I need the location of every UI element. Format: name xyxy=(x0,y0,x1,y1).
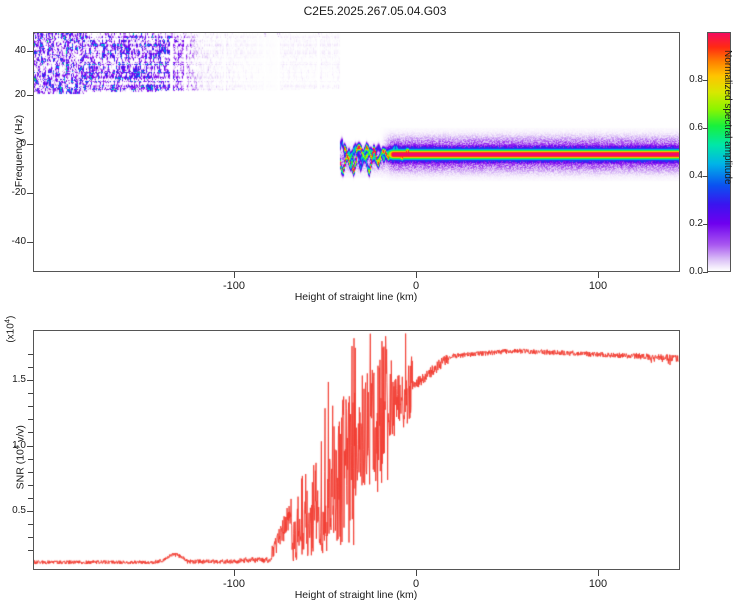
colorbar-tick-02 xyxy=(703,224,708,225)
snr-panel xyxy=(33,330,680,570)
snr-ytick-minor-5 xyxy=(28,419,33,420)
top-ylabel-20: 20 xyxy=(14,89,26,100)
snr-xaxis-title: Height of straight line (km) xyxy=(294,589,418,601)
snr-exponent-label: (x104) xyxy=(2,316,16,343)
snr-ytick-minor-2 xyxy=(28,367,33,368)
snr-ylabel-05: 0.5 xyxy=(12,505,26,516)
snr-xtick-0 xyxy=(416,570,417,576)
snr-xlabel-100: 100 xyxy=(588,578,608,590)
snr-ytick-minor-6 xyxy=(28,432,33,433)
colorbar-label-00: 0.0 xyxy=(689,266,703,277)
top-xtick-100 xyxy=(598,272,599,278)
top-ylabel-40: 40 xyxy=(14,45,26,56)
top-ytick-20 xyxy=(27,95,33,96)
snr-yaxis-post: v/v) xyxy=(14,425,27,445)
colorbar-label-08: 0.8 xyxy=(689,74,703,85)
colorbar-tick-04 xyxy=(703,176,708,177)
spectrogram-image xyxy=(34,33,679,271)
top-ytick-neg20 xyxy=(27,193,33,194)
snr-ytick-05 xyxy=(27,511,33,512)
top-xtick-neg100 xyxy=(234,272,235,278)
snr-ytick-minor-4 xyxy=(28,406,33,407)
top-ytick-40 xyxy=(27,51,33,52)
spectrogram-panel xyxy=(33,32,680,272)
snr-xlabel-neg100: -100 xyxy=(222,578,246,590)
snr-ylabel-15: 1.5 xyxy=(12,374,26,385)
top-xlabel-0: 0 xyxy=(412,280,420,292)
figure-title: C2E5.2025.267.05.04.G03 xyxy=(303,4,447,18)
snr-xtick-100 xyxy=(598,570,599,576)
snr-ytick-10 xyxy=(27,446,33,447)
snr-ytick-minor-12 xyxy=(28,537,33,538)
colorbar-label-04: 0.4 xyxy=(689,170,703,181)
top-yaxis-title: Frequency (Hz) xyxy=(13,114,25,188)
snr-line-plot xyxy=(34,331,679,569)
top-xaxis-title: Height of straight line (km) xyxy=(294,291,418,303)
snr-ytick-minor-1 xyxy=(28,354,33,355)
snr-exponent-post: ) xyxy=(5,315,17,320)
top-xlabel-neg100: -100 xyxy=(222,280,246,292)
snr-ytick-15 xyxy=(27,380,33,381)
top-xlabel-100: 100 xyxy=(588,280,608,292)
snr-xlabel-0: 0 xyxy=(412,578,420,590)
snr-exponent-sup: 4 xyxy=(2,319,12,324)
colorbar-tick-08 xyxy=(703,80,708,81)
snr-yaxis-pre: SNR (10 xyxy=(14,449,27,490)
snr-ytick-minor-8 xyxy=(28,472,33,473)
snr-ytick-minor-7 xyxy=(28,459,33,460)
snr-ytick-minor-10 xyxy=(28,498,33,499)
colorbar-label-06: 0.6 xyxy=(689,122,703,133)
snr-ylabel-10: 1.0 xyxy=(12,440,26,451)
top-ytick-neg40 xyxy=(27,242,33,243)
colorbar-tick-0 xyxy=(703,272,708,273)
snr-ytick-minor-9 xyxy=(28,485,33,486)
snr-exponent-pre: (x10 xyxy=(5,323,17,343)
top-xtick-0 xyxy=(416,272,417,278)
snr-ytick-minor-3 xyxy=(28,393,33,394)
colorbar-label-02: 0.2 xyxy=(689,218,703,229)
snr-xtick-neg100 xyxy=(234,570,235,576)
colorbar-tick-06 xyxy=(703,128,708,129)
top-ylabel-0: 0 xyxy=(20,138,26,149)
snr-ytick-minor-11 xyxy=(28,524,33,525)
colorbar xyxy=(707,32,731,272)
colorbar-title: Normalized spectral amplitude xyxy=(722,50,733,185)
snr-yaxis-title: SNR (104 v/v) xyxy=(12,407,27,507)
snr-yaxis-sup: 4 xyxy=(11,444,21,450)
snr-ytick-minor-13 xyxy=(28,550,33,551)
top-ylabel-neg20: -20 xyxy=(11,187,26,198)
top-ylabel-neg40: -40 xyxy=(11,236,26,247)
top-ytick-0 xyxy=(27,144,33,145)
